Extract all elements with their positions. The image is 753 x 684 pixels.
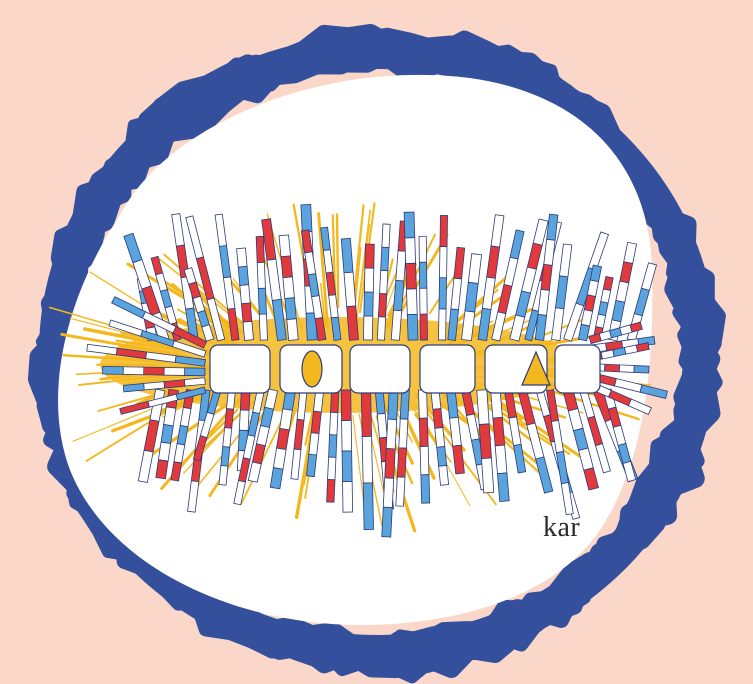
letter-a xyxy=(521,350,551,386)
striped-spike xyxy=(395,389,410,507)
word-letters xyxy=(209,344,601,394)
striped-spike xyxy=(447,246,466,341)
striped-spike xyxy=(418,389,431,504)
striped-spike xyxy=(477,214,505,342)
striped-spike xyxy=(340,389,354,513)
frame-stroke xyxy=(49,42,719,684)
burst-ray xyxy=(380,413,414,485)
striped-spike xyxy=(108,319,207,358)
striped-spike xyxy=(122,377,206,393)
letter-block xyxy=(349,344,411,394)
striped-spike xyxy=(607,241,638,342)
striped-spike xyxy=(326,389,340,503)
striped-spike xyxy=(278,234,299,341)
burst-ray xyxy=(451,272,512,327)
striped-spike xyxy=(418,235,428,341)
letter-o xyxy=(301,350,323,388)
striped-spike xyxy=(86,343,206,367)
burst-ray xyxy=(356,223,371,318)
striped-spike xyxy=(185,215,226,342)
striped-spike xyxy=(588,321,643,345)
striped-spike xyxy=(534,213,559,341)
burst-ray xyxy=(335,213,340,308)
striped-spike xyxy=(626,262,658,342)
striped-spike xyxy=(340,237,359,341)
striped-spike xyxy=(509,218,549,342)
striped-spike xyxy=(546,388,574,516)
striped-spike xyxy=(592,275,614,342)
striped-spike xyxy=(218,389,236,486)
striped-spike xyxy=(491,229,525,342)
striped-spike xyxy=(233,388,265,506)
striped-spike xyxy=(269,388,296,490)
striped-spike xyxy=(461,253,483,342)
frame-stroke xyxy=(48,36,726,671)
striped-spike xyxy=(150,255,182,342)
caption-fragment: kar xyxy=(543,512,581,543)
striped-spike xyxy=(255,235,268,341)
striped-spikes xyxy=(86,204,668,538)
striped-spike xyxy=(376,223,391,341)
striped-spike xyxy=(214,213,240,341)
striped-spike xyxy=(551,243,573,341)
letter-block xyxy=(209,344,271,394)
striped-spike xyxy=(111,296,208,349)
striped-spike xyxy=(362,243,375,341)
striped-spike xyxy=(445,389,465,475)
striped-spike xyxy=(403,211,419,341)
striped-spike xyxy=(430,389,450,486)
striped-spike xyxy=(236,247,254,341)
striped-spike xyxy=(438,214,448,341)
striped-spike xyxy=(577,264,603,342)
striped-spike xyxy=(320,226,342,341)
striped-spike xyxy=(476,389,495,494)
striped-spike xyxy=(306,389,325,478)
striped-spike xyxy=(562,388,599,491)
letter-block xyxy=(554,344,601,394)
letter-block xyxy=(419,344,476,394)
striped-spike xyxy=(119,386,207,415)
striped-spike xyxy=(503,388,527,474)
striped-spike xyxy=(102,366,206,377)
striped-spike xyxy=(183,267,215,342)
burst-ray xyxy=(317,212,330,329)
striped-spike xyxy=(381,389,399,538)
striped-spike xyxy=(300,229,327,342)
striped-spike xyxy=(589,363,650,374)
striped-spike xyxy=(490,389,510,502)
striped-spike xyxy=(579,388,611,474)
striped-spike xyxy=(517,388,554,494)
striped-spike xyxy=(360,389,374,530)
striped-spike xyxy=(261,218,287,342)
striped-spike xyxy=(247,388,279,483)
